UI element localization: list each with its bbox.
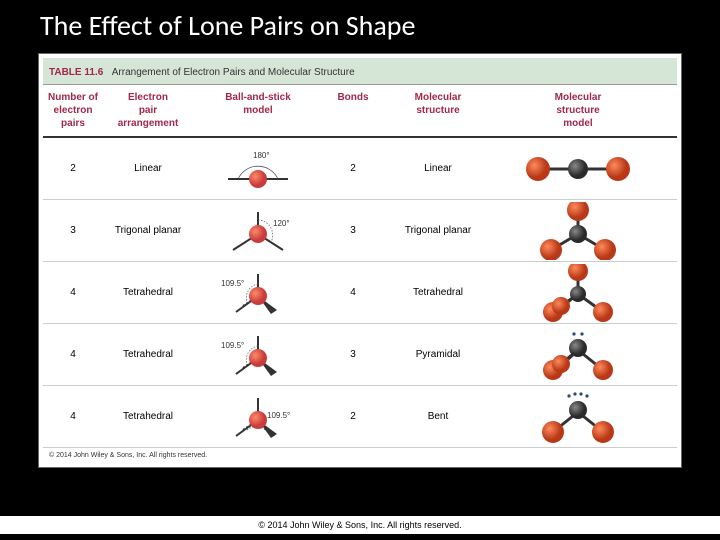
slide: The Effect of Lone Pairs on Shape TABLE … bbox=[0, 0, 720, 540]
ballstick-trigonal: 120° bbox=[193, 202, 323, 260]
copyright-inner: © 2014 John Wiley & Sons, Inc. All right… bbox=[43, 448, 677, 463]
angle-label: 109.5° bbox=[221, 341, 244, 350]
cell-arrangement: Tetrahedral bbox=[103, 411, 193, 422]
ballstick-linear: 180° bbox=[193, 144, 323, 194]
cell-pairs: 4 bbox=[43, 411, 103, 422]
model-bent bbox=[493, 388, 663, 446]
slide-title: The Effect of Lone Pairs on Shape bbox=[0, 0, 720, 53]
model-trigonal bbox=[493, 202, 663, 260]
cell-pairs: 3 bbox=[43, 225, 103, 236]
model-tetra4 bbox=[493, 264, 663, 322]
cell-bonds: 3 bbox=[323, 349, 383, 360]
cell-structure: Tetrahedral bbox=[383, 287, 493, 298]
ballstick-tetra3: 109.5° bbox=[193, 326, 323, 384]
cell-pairs: 4 bbox=[43, 349, 103, 360]
table-row: 3 Trigonal planar 120° 3 Trigonal planar bbox=[43, 200, 677, 262]
table-row: 4 Tetrahedral 109.5° 3 Pyramidal bbox=[43, 324, 677, 386]
angle-label: 180° bbox=[253, 151, 270, 160]
cell-bonds: 2 bbox=[323, 411, 383, 422]
angle-label: 109.5° bbox=[221, 279, 244, 288]
model-pyramidal bbox=[493, 326, 663, 384]
table-container: TABLE 11.6 Arrangement of Electron Pairs… bbox=[38, 53, 682, 468]
table-row: 2 Linear 180° 2 Linear bbox=[43, 138, 677, 200]
model-linear bbox=[493, 144, 663, 194]
ballstick-tetra4: 109.5° bbox=[193, 264, 323, 322]
col-pairs: Number ofelectronpairs bbox=[43, 91, 103, 130]
col-model: Molecularstructuremodel bbox=[493, 91, 663, 130]
cell-pairs: 2 bbox=[43, 163, 103, 174]
cell-arrangement: Tetrahedral bbox=[103, 349, 193, 360]
ballstick-tetra2: 109.5° bbox=[193, 388, 323, 446]
copyright-outer: © 2014 John Wiley & Sons, Inc. All right… bbox=[0, 516, 720, 534]
cell-bonds: 4 bbox=[323, 287, 383, 298]
col-bonds: Bonds bbox=[323, 91, 383, 130]
cell-pairs: 4 bbox=[43, 287, 103, 298]
table-header: TABLE 11.6 Arrangement of Electron Pairs… bbox=[43, 58, 677, 85]
angle-label: 120° bbox=[273, 219, 290, 228]
col-structure: Molecularstructure bbox=[383, 91, 493, 130]
cell-structure: Linear bbox=[383, 163, 493, 174]
cell-structure: Pyramidal bbox=[383, 349, 493, 360]
col-arrangement: Electronpairarrangement bbox=[103, 91, 193, 130]
table-caption: Arrangement of Electron Pairs and Molecu… bbox=[112, 67, 355, 78]
cell-arrangement: Tetrahedral bbox=[103, 287, 193, 298]
cell-structure: Trigonal planar bbox=[383, 225, 493, 236]
cell-bonds: 3 bbox=[323, 225, 383, 236]
table-row: 4 Tetrahedral 109.5° 4 Tetrahedral bbox=[43, 262, 677, 324]
cell-arrangement: Trigonal planar bbox=[103, 225, 193, 236]
col-ballstick: Ball-and-stickmodel bbox=[193, 91, 323, 130]
cell-structure: Bent bbox=[383, 411, 493, 422]
table-label: TABLE 11.6 bbox=[49, 67, 103, 78]
column-headers: Number ofelectronpairs Electronpairarran… bbox=[43, 85, 677, 138]
table-row: 4 Tetrahedral 109.5° 2 Bent bbox=[43, 386, 677, 448]
cell-arrangement: Linear bbox=[103, 163, 193, 174]
angle-label: 109.5° bbox=[267, 411, 290, 420]
cell-bonds: 2 bbox=[323, 163, 383, 174]
